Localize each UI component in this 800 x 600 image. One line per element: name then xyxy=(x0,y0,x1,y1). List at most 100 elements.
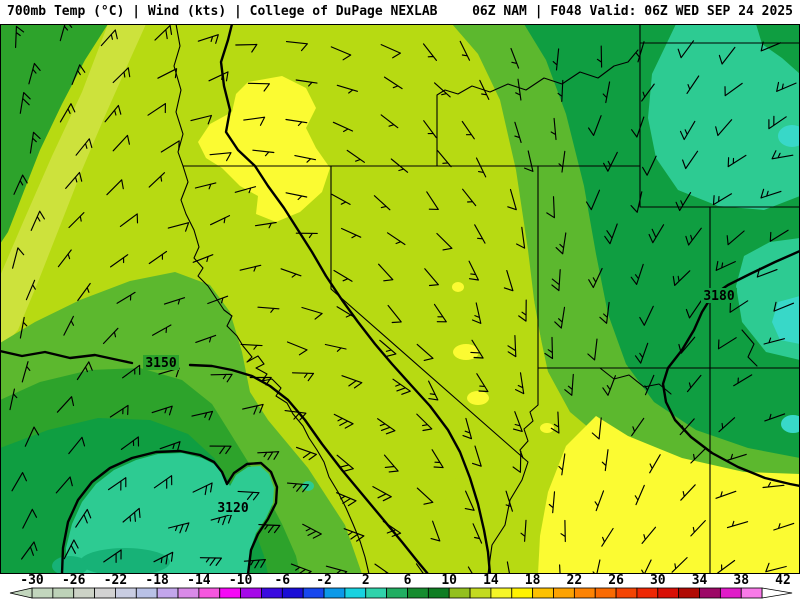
wind-barb xyxy=(514,121,522,143)
wind-barb xyxy=(148,172,166,188)
wind-barb xyxy=(284,410,307,421)
wind-barb xyxy=(154,24,173,41)
wind-barb xyxy=(524,150,534,172)
wind-barb xyxy=(727,154,747,168)
colorbar-segment xyxy=(302,587,325,599)
wind-barb xyxy=(59,103,76,123)
wind-barb xyxy=(57,249,72,268)
wind-barb xyxy=(603,151,618,172)
wind-barb xyxy=(285,118,308,127)
wind-barb xyxy=(168,522,190,534)
wind-barb xyxy=(430,520,441,542)
wind-barb xyxy=(470,339,484,359)
wind-barb xyxy=(116,291,136,304)
wind-barb xyxy=(601,527,614,547)
colorbar-tick-label: 30 xyxy=(650,574,666,588)
wind-barb xyxy=(194,182,217,190)
colorbar-segment xyxy=(448,587,471,599)
colorbar-segment xyxy=(511,587,534,599)
wind-barb xyxy=(239,264,262,272)
colorbar-segment xyxy=(73,587,95,599)
colorbar-tick-label: 10 xyxy=(441,574,457,588)
wind-barb xyxy=(464,490,475,511)
wind-barb xyxy=(546,196,555,219)
wind-barb xyxy=(208,71,229,82)
colorbar-segment xyxy=(615,587,638,599)
wind-barb xyxy=(634,484,645,506)
wind-barb xyxy=(63,315,75,336)
wind-barb xyxy=(343,528,365,542)
wind-barb xyxy=(462,417,473,440)
colorbar-segment xyxy=(177,587,200,599)
wind-barb xyxy=(380,44,401,59)
colorbar-tick-label: -18 xyxy=(145,574,169,588)
wind-barb xyxy=(564,373,574,396)
wind-barb xyxy=(100,29,118,47)
wind-barb xyxy=(237,490,260,501)
wind-barb xyxy=(153,551,174,565)
wind-barb xyxy=(680,484,696,501)
colorbar-tick-label: 2 xyxy=(362,574,370,588)
wind-barb xyxy=(690,520,706,537)
wind-barb xyxy=(631,417,645,437)
wind-barb xyxy=(258,524,281,534)
colorbar-segment xyxy=(427,587,450,599)
wind-barb xyxy=(715,119,733,137)
wind-barb xyxy=(560,519,566,543)
wind-barb xyxy=(550,117,557,141)
wind-barb xyxy=(152,324,172,336)
wind-barb xyxy=(690,447,707,464)
colorbar-tick-label: -30 xyxy=(20,574,44,588)
wind-barb xyxy=(423,120,437,139)
wind-barb xyxy=(648,224,665,244)
height-contour-label: 3120 xyxy=(217,501,248,516)
wind-barb xyxy=(515,78,522,101)
wind-barb xyxy=(55,476,73,494)
wind-barb xyxy=(416,343,434,361)
wind-barb xyxy=(479,79,490,100)
colorbar-tick-label: -2 xyxy=(316,574,332,588)
wind-barb xyxy=(59,24,73,42)
wind-barb xyxy=(243,559,266,569)
colorbar-tick-label: -26 xyxy=(62,574,86,588)
wind-barb xyxy=(765,562,787,573)
wind-barb xyxy=(459,40,471,61)
wind-barb xyxy=(254,221,277,229)
wind-barb xyxy=(416,487,434,505)
wind-barb xyxy=(678,336,696,354)
wind-barb xyxy=(641,526,657,544)
wind-barb xyxy=(712,193,733,206)
wind-barb xyxy=(104,104,122,123)
wind-barb xyxy=(210,513,233,526)
wind-barb xyxy=(163,297,186,305)
wind-barb xyxy=(437,150,452,168)
wind-barb xyxy=(679,418,695,436)
wind-barb xyxy=(383,454,399,473)
wind-barb xyxy=(505,490,513,512)
wind-barb xyxy=(685,299,702,319)
colorbar-tick-label: -6 xyxy=(274,574,290,588)
wind-barb xyxy=(472,445,482,467)
wind-barb xyxy=(771,150,794,160)
wind-barb xyxy=(550,411,560,434)
wind-barb xyxy=(733,374,753,387)
wind-barb xyxy=(148,250,168,265)
colorbar-segment xyxy=(240,587,262,599)
wind-barb xyxy=(602,81,611,104)
wind-barb xyxy=(773,522,795,531)
wind-barb xyxy=(75,138,93,156)
wind-barb xyxy=(68,212,85,229)
wind-barb xyxy=(240,343,263,350)
map-canvas: 3150 3120 3180 xyxy=(0,24,800,574)
wind-barb xyxy=(112,134,130,152)
wind-barb xyxy=(461,120,475,140)
wind-barb xyxy=(675,192,692,212)
wind-barb xyxy=(341,227,362,239)
wind-barb xyxy=(295,79,318,87)
wind-barb xyxy=(190,114,212,125)
wind-barb xyxy=(383,76,403,90)
wind-barb xyxy=(167,222,190,232)
wind-barb xyxy=(392,378,411,395)
colorbar-left-arrow xyxy=(9,587,33,599)
wind-barb xyxy=(558,453,566,476)
